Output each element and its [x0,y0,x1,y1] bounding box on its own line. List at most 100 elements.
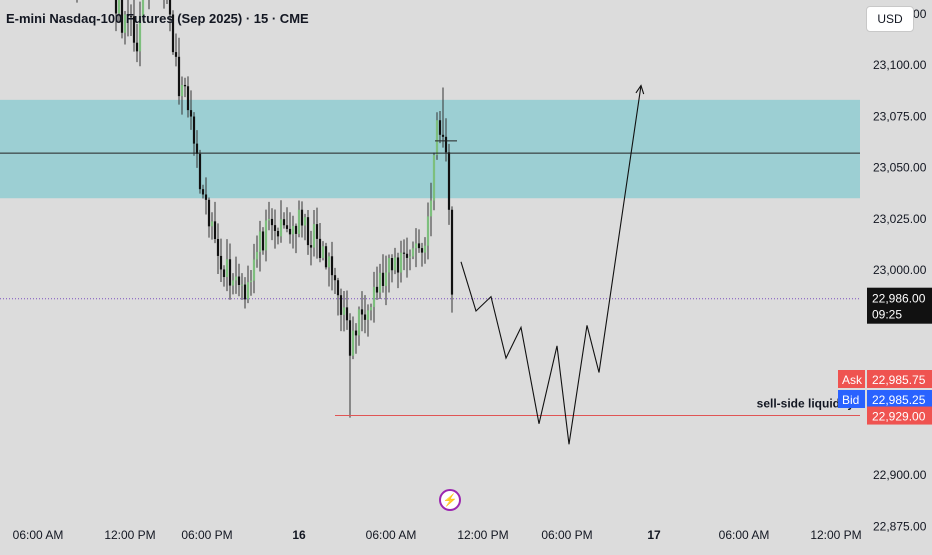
bull-candle [291,225,295,235]
time-tick-label: 16 [292,528,306,542]
bull-candle [399,252,403,273]
bull-candle [297,209,301,234]
arrow-head-icon [635,84,645,95]
bull-candle [252,259,256,281]
bear-candle [354,330,358,336]
bull-candle [231,280,235,286]
bull-candle [429,200,433,217]
bear-candle [396,257,400,273]
bid-label-box [838,390,865,408]
bull-candle [210,221,214,227]
current-price-tag [867,287,932,324]
supply-zone[interactable] [0,99,860,199]
bear-candle [330,256,334,276]
bull-candle [303,217,307,226]
bull-candle [321,246,325,258]
bear-candle [195,143,199,154]
time-tick-label: 12:00 PM [810,528,861,542]
bear-candle [390,258,394,271]
price-tick-label: 22,900.00 [873,468,927,482]
projection-path[interactable] [460,85,642,445]
bear-candle [333,275,337,281]
bear-candle [405,253,409,258]
bid-price-tag [867,390,932,408]
bull-candle [141,0,145,16]
bull-candle [240,284,244,286]
bear-candle [294,225,298,234]
bear-candle [276,230,280,237]
time-tick-label: 06:00 AM [13,528,64,542]
price-tick-label: 22,875.00 [873,519,927,533]
bear-candle [177,56,181,97]
time-tick-label: 06:00 AM [366,528,417,542]
bull-candle [267,218,271,221]
bear-candle [183,84,187,87]
bear-candle [198,153,202,190]
bear-candle [174,52,178,57]
bear-candle [216,238,220,256]
time-tick-label: 12:00 PM [104,528,155,542]
bull-candle [408,256,412,258]
current-price-value: 22,986.00 [872,292,926,306]
time-tick-label: 06:00 AM [719,528,770,542]
chart-title[interactable]: E-mini Nasdaq-100 Futures (Sep 2025) · 1… [6,11,309,26]
bull-candle [378,272,382,293]
event-lightning-icon[interactable]: ⚡ [439,489,461,511]
bear-candle [189,110,193,117]
bear-candle [318,238,322,258]
bull-candle [384,272,388,286]
bull-candle [366,310,370,320]
price-tick-label: 23,050.00 [873,161,927,175]
bid-price: 22,985.25 [872,393,926,407]
bear-candle [324,246,328,268]
bear-candle [168,0,172,15]
currency-button[interactable]: USD [866,6,914,32]
bull-candle [414,243,418,249]
bear-candle [171,14,175,53]
candles [76,0,454,418]
bear-candle [381,272,385,286]
time-tick-label: 06:00 PM [541,528,592,542]
bull-candle [369,306,373,311]
bear-candle [132,16,136,43]
bear-candle [228,259,232,286]
bear-candle [261,231,265,251]
time-tick-label: 17 [647,528,661,542]
bear-candle [201,189,205,195]
price-tick-label: 23,000.00 [873,263,927,277]
bull-candle [387,258,391,273]
bull-candle [249,280,253,283]
bear-candle [129,16,133,18]
bear-candle [450,209,454,295]
bull-candle [327,256,331,268]
bear-candle [438,120,442,135]
sell-side-liquidity-label: sell-side liquidity [757,397,855,411]
bear-candle [447,152,451,210]
bear-candle [417,243,421,249]
bull-candle [246,282,250,300]
bear-candle [363,314,367,320]
bear-candle [237,276,241,285]
price-tick-label: 23,100.00 [873,58,927,72]
bear-candle [273,225,277,231]
bear-candle [288,228,292,235]
bear-candle [285,225,289,229]
price-tick-label: 23,025.00 [873,212,927,226]
liquidity-price: 22,929.00 [872,410,926,424]
bull-candle [255,251,259,260]
bar-countdown: 09:25 [872,308,902,322]
bear-candle [219,255,223,270]
ask-label: Ask [842,373,863,387]
bear-candle [300,209,304,226]
bear-candle [282,219,286,226]
bear-candle [270,218,274,226]
bear-candle [204,194,208,200]
bear-candle [402,252,406,254]
bull-candle [138,15,142,52]
time-tick-label: 12:00 PM [457,528,508,542]
bull-candle [357,309,361,336]
bear-candle [186,86,190,111]
bear-candle [315,224,319,239]
